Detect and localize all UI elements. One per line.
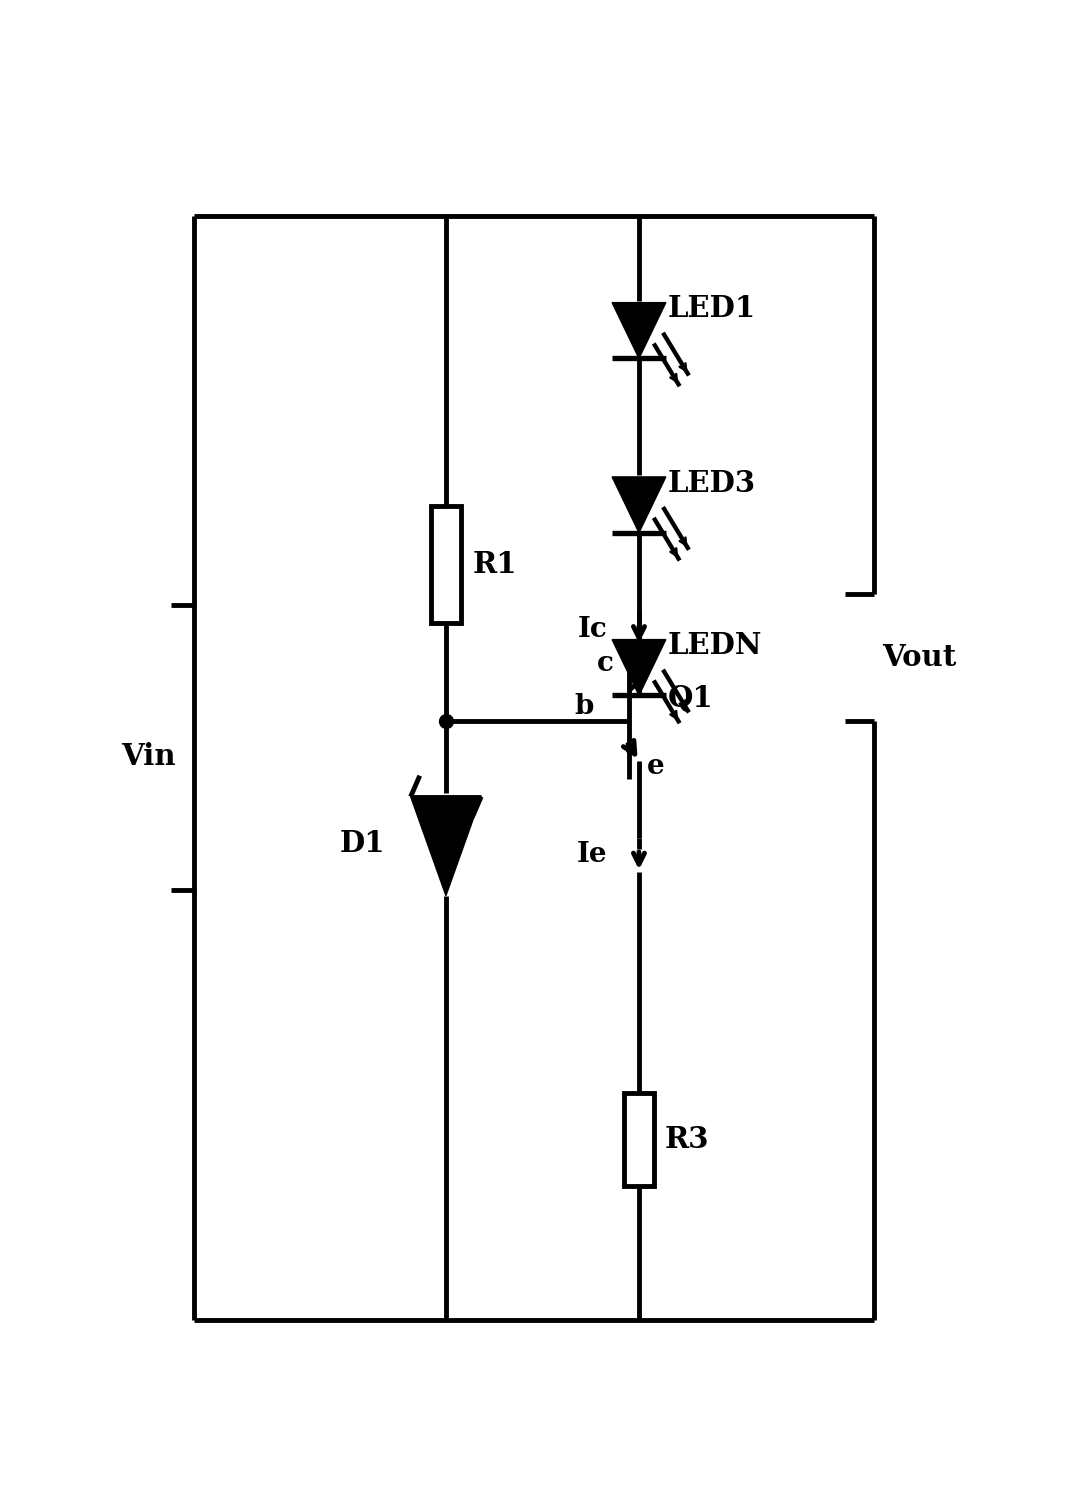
Bar [431, 507, 461, 623]
Polygon shape [410, 797, 481, 896]
Text: Q1: Q1 [667, 684, 713, 712]
Text: e: e [648, 753, 665, 780]
Text: D1: D1 [339, 828, 384, 859]
Text: Ie: Ie [576, 842, 608, 869]
Text: b: b [575, 693, 595, 720]
Polygon shape [612, 477, 666, 533]
Text: LED1: LED1 [667, 294, 756, 323]
Text: R3: R3 [664, 1126, 708, 1154]
Text: Vout: Vout [883, 643, 956, 672]
Text: c: c [597, 650, 614, 678]
Polygon shape [612, 640, 666, 696]
Bar [624, 1093, 654, 1186]
Text: LED3: LED3 [667, 469, 756, 498]
Text: R1: R1 [473, 549, 518, 579]
Text: LEDN: LEDN [667, 631, 761, 661]
Text: Vin: Vin [120, 742, 175, 771]
Text: Ic: Ic [577, 616, 608, 643]
Polygon shape [612, 303, 666, 359]
